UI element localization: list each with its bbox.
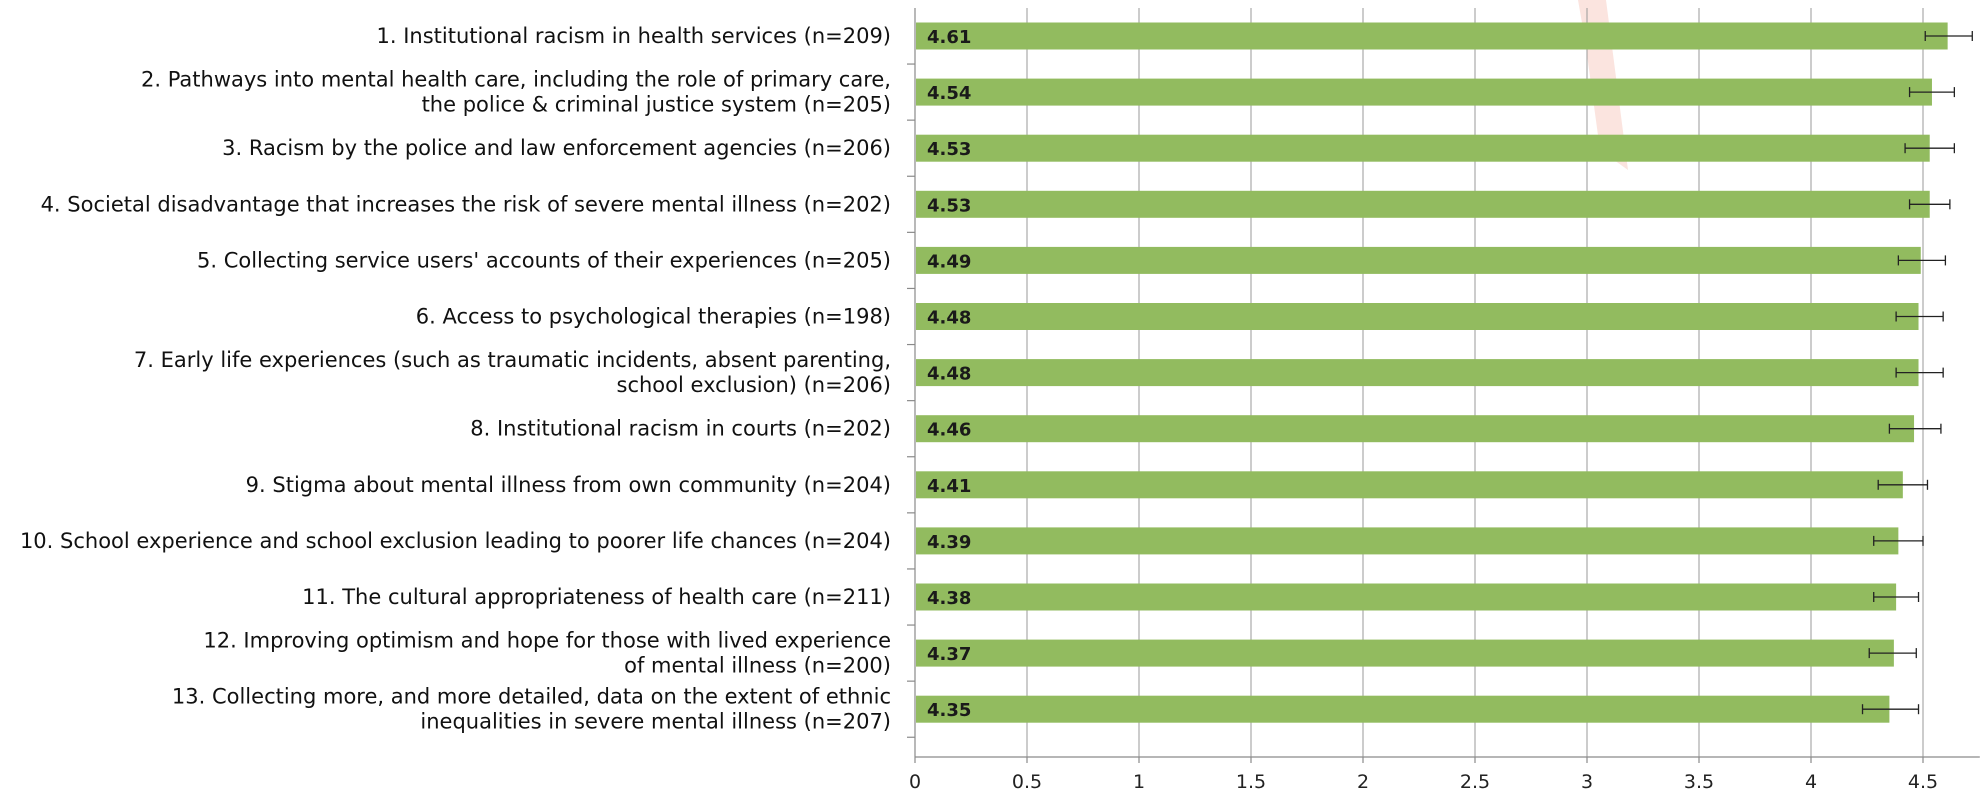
x-tick-label: 4.5 (1908, 771, 1938, 793)
bar-13 (916, 695, 1890, 723)
bar-10 (916, 527, 1899, 555)
error-bar-3 (1904, 143, 1956, 154)
error-bar-13 (1861, 704, 1920, 715)
x-axis: 0 0.5 1 1.5 2 2.5 3 3.5 4 4.5 (907, 8, 1980, 793)
error-bar-11 (1873, 592, 1920, 602)
error-bar-4 (1908, 199, 1951, 210)
bar-4 (916, 190, 1930, 218)
category-label-10: 10. School experience and school exclusi… (20, 529, 891, 553)
category-label-13: 13. Collecting more, and more detailed, … (172, 685, 891, 734)
error-bar-8 (1888, 423, 1942, 434)
x-tick-label: 2.5 (1460, 771, 1490, 793)
data-label-3: 4.53 (927, 139, 971, 160)
error-bar-6 (1895, 311, 1944, 322)
x-tick-label: 2 (1357, 771, 1369, 793)
x-tick-label: 1 (1133, 771, 1145, 793)
x-tick-label: 3 (1581, 771, 1593, 793)
category-label-6: 6. Access to psychological therapies (n=… (416, 305, 891, 329)
error-bar-12 (1868, 648, 1917, 659)
data-label-12: 4.37 (927, 644, 971, 665)
x-tick-label: 1.5 (1236, 771, 1266, 793)
category-label-12: 12. Improving optimism and hope for thos… (203, 629, 891, 678)
data-labels: 4.61 4.54 4.53 4.53 4.49 4.48 4.48 4.46 4.41 4.39… (927, 27, 971, 721)
data-label-4: 4.53 (927, 195, 971, 216)
x-tick-label: 0.5 (1012, 771, 1042, 793)
bar-1 (916, 22, 1948, 50)
bar-2 (916, 78, 1932, 106)
category-label-1: 1. Institutional racism in health servic… (376, 24, 891, 48)
category-label-9: 9. Stigma about mental illness from own … (246, 473, 891, 497)
category-label-2: 2. Pathways into mental health care, inc… (141, 68, 891, 117)
data-label-1: 4.61 (927, 27, 971, 48)
x-tick-label: 0 (909, 771, 921, 793)
bar-7 (916, 359, 1919, 387)
error-bar-2 (1908, 87, 1956, 98)
data-label-8: 4.46 (927, 420, 971, 441)
bar-8 (916, 415, 1915, 443)
data-label-2: 4.54 (927, 83, 971, 104)
error-bar-1 (1924, 31, 1973, 41)
error-bar-10 (1873, 535, 1924, 546)
category-label-11: 11. The cultural appropriateness of heal… (302, 585, 891, 609)
bar-12 (916, 639, 1894, 667)
bar-5 (916, 246, 1921, 274)
category-label-7: 7. Early life experiences (such as traum… (134, 348, 891, 397)
category-label-4: 4. Societal disadvantage that increases … (41, 192, 891, 216)
data-label-5: 4.49 (927, 251, 971, 272)
x-tick-label: 3.5 (1684, 771, 1714, 793)
bar-9 (916, 471, 1903, 499)
bar-3 (916, 134, 1930, 162)
bar-6 (916, 303, 1919, 330)
error-bar-9 (1877, 479, 1929, 490)
data-label-9: 4.41 (927, 476, 971, 497)
error-bar-7 (1895, 367, 1944, 378)
x-tick-label: 4 (1805, 771, 1817, 793)
error-bars (1861, 31, 1973, 715)
category-labels: 1. Institutional racism in health servic… (20, 24, 891, 734)
category-label-5: 5. Collecting service users' accounts of… (197, 248, 891, 272)
data-label-13: 4.35 (927, 700, 971, 721)
category-label-3: 3. Racism by the police and law enforcem… (222, 136, 891, 160)
bar-11 (916, 583, 1897, 611)
error-bar-5 (1897, 255, 1947, 266)
data-label-6: 4.48 (927, 308, 971, 329)
bars (916, 22, 1948, 723)
data-label-10: 4.39 (927, 532, 971, 553)
data-label-11: 4.38 (927, 588, 971, 609)
category-label-8: 8. Institutional racism in courts (n=202… (470, 417, 891, 441)
data-label-7: 4.48 (927, 364, 971, 385)
